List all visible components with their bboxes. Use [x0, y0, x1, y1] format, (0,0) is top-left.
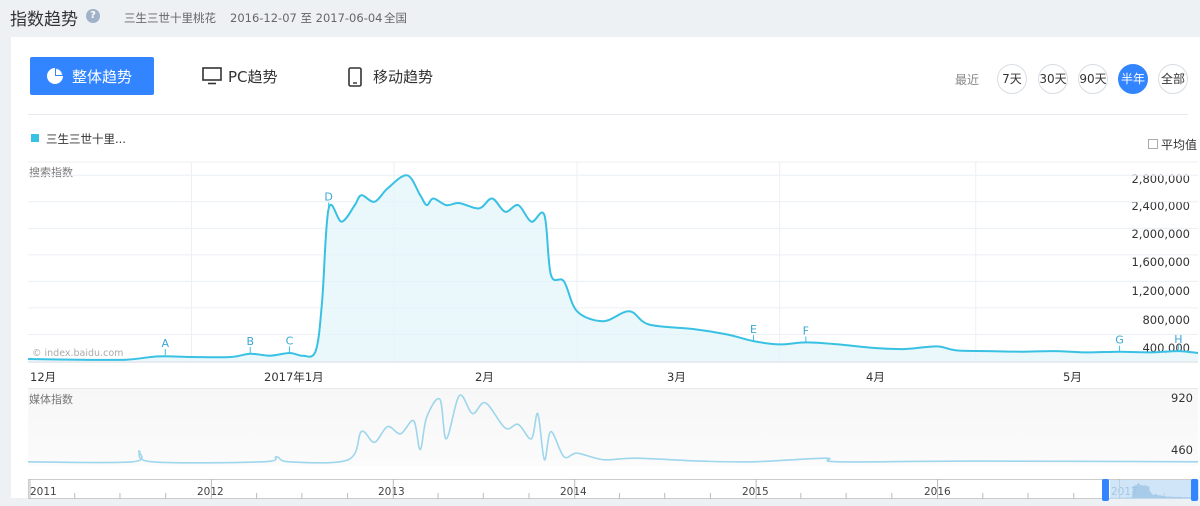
pie-chart-icon	[46, 67, 64, 85]
y-tick-label: 2,000,000	[1131, 227, 1190, 241]
legend-series-label[interactable]: 三生三世十里...	[46, 132, 126, 146]
media-y-tick-label: 920	[1171, 391, 1193, 405]
y-tick-label: 800,000	[1142, 313, 1190, 327]
annotation-label-d: D	[324, 190, 332, 203]
annotation-label-e: E	[750, 323, 757, 336]
annotation-label-c: C	[286, 334, 294, 347]
x-tick-label: 2月	[475, 370, 494, 384]
y-tick-label: 1,200,000	[1131, 284, 1190, 298]
annotation-label-h: H	[1174, 333, 1182, 346]
timeline-mini-trend	[1110, 483, 1199, 498]
range-90-days-button[interactable]: 90天	[1078, 64, 1108, 94]
tab-pc-trend[interactable]: PC趋势	[202, 66, 302, 88]
average-checkbox[interactable]	[1148, 139, 1158, 149]
range-all-button[interactable]: 全部	[1158, 64, 1188, 94]
question-circle-icon[interactable]: ?	[86, 9, 100, 23]
divider	[28, 114, 1188, 115]
timeline-end-handle[interactable]	[1191, 479, 1198, 501]
timeline-year-label: 2012	[197, 486, 224, 498]
timeline-selection	[1110, 480, 1199, 499]
x-tick-label: 2017年1月	[264, 370, 324, 384]
watermark: © index.baidu.com	[32, 348, 124, 359]
mobile-phone-icon	[347, 67, 363, 91]
timeline-year-label: 2015	[742, 486, 769, 498]
x-tick-label: 3月	[667, 370, 686, 384]
tab-overall-trend-label: 整体趋势	[72, 68, 133, 86]
average-label[interactable]: 平均值	[1161, 138, 1198, 152]
monitor-icon	[202, 67, 222, 89]
annotation-label-a: A	[161, 337, 169, 350]
tab-overall-trend[interactable]: 整体趋势	[30, 57, 154, 95]
tab-pc-trend-label: PC趋势	[228, 68, 278, 86]
media-y-tick-label: 460	[1171, 443, 1193, 457]
range-30-days-button[interactable]: 30天	[1038, 64, 1068, 94]
media-index-axis-label: 媒体指数	[29, 393, 73, 406]
timeline-year-label: 2013	[378, 486, 405, 498]
media-index-line	[27, 394, 1199, 464]
y-tick-label: 2,400,000	[1131, 199, 1190, 213]
range-7-days-button[interactable]: 7天	[997, 64, 1027, 94]
search-index-area	[28, 175, 1198, 361]
x-tick-label: 4月	[866, 370, 885, 384]
annotation-label-b: B	[246, 335, 254, 348]
region-label[interactable]: 全国	[384, 11, 407, 25]
top-bar: 指数趋势 ? 三生三世十里桃花 2016-12-07 至 2017-06-04 …	[0, 0, 1200, 36]
range-prefix-label: 最近	[955, 73, 980, 87]
legend-swatch	[31, 134, 39, 142]
media-index-panel	[28, 388, 1198, 466]
tab-mobile-trend[interactable]: 移动趋势	[347, 66, 457, 88]
timeline-year-label: 2011	[30, 486, 57, 498]
tab-mobile-trend-label: 移动趋势	[373, 68, 434, 86]
range-half-year-button[interactable]: 半年	[1118, 64, 1148, 94]
x-tick-label: 12月	[30, 370, 57, 384]
x-tick-label: 5月	[1063, 370, 1082, 384]
search-index-line	[27, 174, 1199, 361]
y-tick-label: 1,600,000	[1131, 255, 1190, 269]
date-range-label[interactable]: 2016-12-07 至 2017-06-04	[230, 11, 383, 25]
keyword-label: 三生三世十里桃花	[124, 11, 216, 25]
annotation-label-f: F	[803, 324, 809, 337]
annotation-label-g: G	[1115, 334, 1124, 347]
page-title: 指数趋势	[10, 10, 78, 30]
timeline-year-label: 2014	[560, 486, 587, 498]
timeline-start-handle[interactable]	[1102, 479, 1109, 501]
